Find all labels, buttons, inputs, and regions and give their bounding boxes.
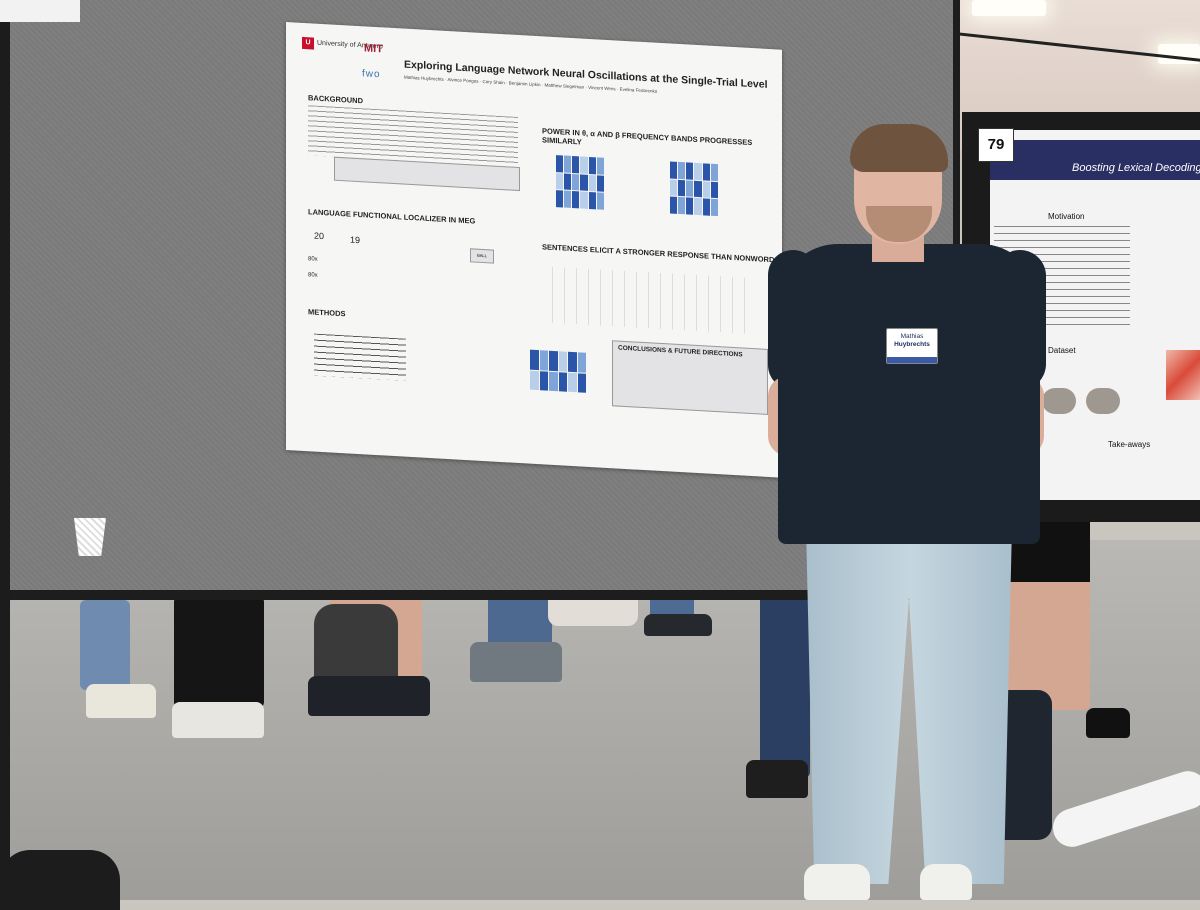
floor-bag: [0, 850, 120, 910]
attendee-shoe: [470, 642, 562, 682]
participants-count: 20: [314, 230, 325, 242]
meg-traces: [314, 333, 406, 381]
poster-number: 79: [978, 128, 1014, 162]
presenter-jeans: [806, 526, 1012, 884]
section-heading: BACKGROUND: [308, 93, 363, 106]
ceiling-light: [972, 0, 1046, 16]
attendee-legs: [80, 600, 130, 690]
section-heading: METHODS: [308, 307, 346, 319]
poster-corner: [0, 0, 80, 22]
attendee-shoe: [308, 676, 430, 716]
badge-last-name: Huybrechts: [894, 341, 930, 348]
heatmap: [670, 161, 718, 217]
presenter-hair: [850, 124, 948, 172]
attendee-shoe: [1086, 708, 1130, 738]
presenter: Mathias Huybrechts: [768, 120, 1048, 900]
heatmap: [556, 155, 604, 210]
second-section-heading: Dataset: [1048, 346, 1076, 355]
mit-logo: MIT: [364, 42, 383, 56]
paper-cup: [74, 518, 106, 556]
section-heading: LANGUAGE FUNCTIONAL LOCALIZER IN MEG: [308, 207, 476, 226]
attendee-shoe: [86, 684, 156, 718]
section-heading: SENTENCES ELICIT A STRONGER RESPONSE THA…: [542, 242, 780, 265]
decoding-heatmap: [1166, 350, 1200, 400]
participants-count: 19: [350, 234, 361, 246]
trial-count: 80x: [308, 256, 318, 263]
brain-image: [1086, 388, 1120, 414]
scatter-plots: [552, 266, 752, 335]
second-section-heading: Motivation: [1048, 212, 1085, 221]
trial-count: 80x: [308, 272, 318, 279]
section-heading: POWER IN θ, α AND β FREQUENCY BANDS PROG…: [542, 126, 753, 148]
attendee-legs: [174, 596, 264, 708]
presenter-shoe: [920, 864, 972, 900]
name-badge: Mathias Huybrechts: [886, 328, 938, 364]
badge-strip: [887, 357, 937, 363]
main-poster: U University of Antwerp MIT fwo Exploring…: [286, 22, 782, 478]
second-section-heading: Take-aways: [1108, 440, 1151, 449]
attendee-shoe: [172, 702, 264, 738]
fwo-logo: fwo: [362, 68, 381, 81]
board-pole: [0, 0, 10, 900]
presenter-shoe: [804, 864, 870, 900]
second-poster-title: Boosting Lexical Decoding by Integr: [990, 140, 1200, 180]
brain-image: [1042, 388, 1076, 414]
heatmap: [530, 349, 586, 393]
attendee-shoe: [746, 760, 808, 798]
attendee-shoe: [644, 614, 712, 636]
presenter-shirt: [778, 244, 1040, 544]
ball-label: BALL: [470, 248, 494, 264]
badge-first-name: Mathias: [900, 333, 924, 340]
